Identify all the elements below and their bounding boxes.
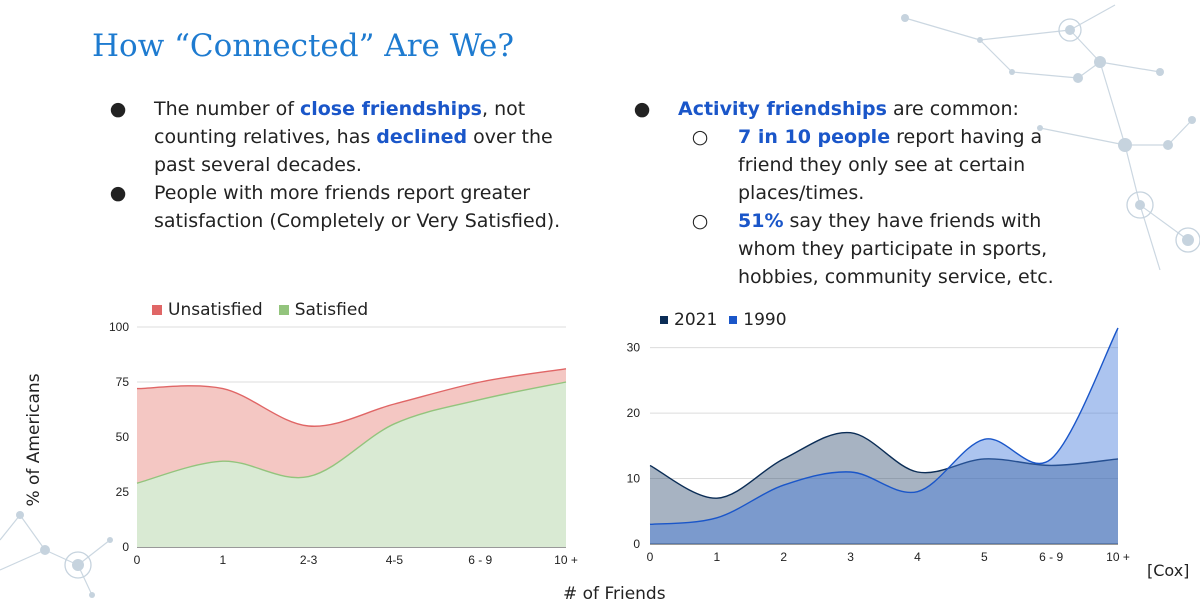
legend-label-unsatisfied: Unsatisfied [168,300,263,320]
x-tick-label: 3 [847,550,854,564]
y-tick-label: 30 [627,341,641,355]
text-run: are common: [886,98,1019,120]
left-bullet-list: ● The number of close friendships, not c… [108,95,578,235]
x-tick-label: 0 [647,550,654,564]
legend-label-2021: 2021 [674,310,718,330]
hollow-bullet-icon: ○ [691,210,709,232]
y-tick-label: 10 [627,472,641,486]
bullet-dot-icon: ● [109,98,127,120]
y-tick-label: 20 [627,406,641,420]
bullet-friend-satisfaction: ● People with more friends report greate… [108,179,578,235]
text-run: say they have friends with whom they par… [738,210,1054,288]
series-line-1990 [649,327,1119,526]
text-run: The number of [154,98,300,120]
area-1990 [650,328,1118,544]
right-bullet-list: ● Activity friendships are common: ○ 7 i… [632,95,1092,291]
satisfaction-area-chart: 0 25 50 75 100 0 1 2-3 4-5 6 - 9 10 + [109,320,578,567]
bullet-close-friendships: ● The number of close friendships, not c… [108,95,578,179]
highlighted-text: close friendships [299,98,482,120]
y-axis-label: % of Americans [24,373,44,507]
x-tick-label: 0 [134,553,141,567]
bullet-activity-friendships: ● Activity friendships are common: [632,95,1092,123]
highlighted-text: declined [376,126,468,148]
series-line-2021 [649,431,1119,499]
highlighted-text: 51% [738,210,784,232]
x-tick-label: 4-5 [386,553,404,567]
left-chart-legend: Unsatisfied Satisfied [152,300,368,320]
x-tick-label: 6 - 9 [1039,550,1063,564]
bullet-text: People with more friends report greater … [154,182,560,232]
series-line-satisfied [136,381,567,484]
bullet-dot-icon: ● [109,182,127,204]
right-chart-legend: 2021 1990 [660,310,787,330]
text-run: , not counting relatives, has [154,98,526,148]
sub-bullet-text: 7 in 10 people report having a friend th… [738,126,1042,204]
x-tick-label: 4 [914,550,921,564]
y-tick-label: 25 [116,485,130,499]
x-tick-label: 5 [981,550,988,564]
legend-swatch-2021 [660,316,668,324]
highlighted-text: 7 in 10 people [738,126,891,148]
x-tick-label: 2-3 [300,553,318,567]
bullet-dot-icon: ● [633,98,651,120]
bullet-text: The number of close friendships, not cou… [154,98,553,176]
y-tick-label: 50 [116,430,130,444]
legend-swatch-1990 [729,316,738,324]
text-run: People with more friends report greater … [154,182,561,232]
legend-label-satisfied: Satisfied [294,300,369,320]
series-line-unsatisfied [136,368,567,427]
x-axis-label: # of Friends [563,584,666,604]
area-satisfied [137,382,566,547]
x-tick-label: 2 [780,550,787,564]
highlighted-text: Activity friendships [678,98,887,120]
x-tick-label: 10 + [554,553,578,567]
x-tick-label: 6 - 9 [468,553,492,567]
x-tick-label: 1 [219,553,226,567]
y-tick-label: 100 [109,320,129,334]
y-tick-label: 0 [122,540,129,554]
sub-bullet-text: 51% say they have friends with whom they… [738,210,1054,288]
y-tick-label: 75 [116,375,130,389]
sub-bullet-seven-in-ten: ○ 7 in 10 people report having a friend … [632,123,1092,207]
x-tick-label: 10 + [1106,550,1130,564]
sub-bullet-fifty-one-percent: ○ 51% say they have friends with whom th… [632,207,1092,291]
legend-swatch-unsatisfied [152,305,162,315]
x-tick-label: 1 [714,550,721,564]
text-run: over the past several decades. [154,126,553,176]
bullet-text: Activity friendships are common: [678,98,1019,120]
citation: [Cox] [1147,561,1190,580]
slide-title: How “Connected” Are We? [92,28,515,64]
y-tick-label: 0 [633,537,640,551]
area-2021 [650,432,1118,544]
activity-friends-area-chart: 0 10 20 30 0 1 2 3 4 5 6 - 9 10 + [627,327,1130,564]
legend-swatch-satisfied [278,305,289,315]
text-run: report having a friend they only see at … [738,126,1043,204]
legend-label-1990: 1990 [743,310,787,330]
hollow-bullet-icon: ○ [691,126,709,148]
